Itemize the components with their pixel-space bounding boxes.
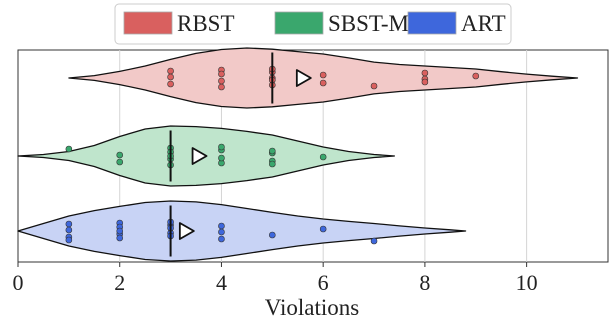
data-point [319,79,327,87]
data-point [116,227,124,235]
x-tick-label: 4 [216,270,227,295]
mean-marker [295,69,312,87]
data-point [65,226,73,234]
x-tick-label: 0 [13,270,24,295]
data-point [421,78,429,86]
data-point [218,143,225,151]
data-point [218,77,225,85]
x-tick-label: 10 [516,270,538,295]
x-tick-label: 2 [114,270,125,295]
data-point [167,67,174,75]
data-point [218,222,225,230]
data-point [319,71,327,79]
legend-label-rbst: RBST [177,11,235,36]
data-point [167,73,174,81]
x-tick-label: 8 [419,270,430,295]
legend-swatch-sbst-ml [274,11,324,35]
data-point [218,228,225,236]
mean-marker [178,222,195,240]
violin-group-art [17,200,467,262]
data-point [319,225,327,233]
data-point [65,145,73,153]
data-point [116,234,124,242]
data-point [370,82,378,90]
data-point [269,231,276,239]
plot-area [17,47,609,263]
data-point [269,160,276,168]
legend-swatch-rbst [123,11,173,35]
violin-group-rbst [68,47,579,109]
data-point [218,154,225,162]
data-point [65,236,73,244]
data-point [370,237,378,245]
mean-marker [191,147,208,165]
x-axis: 0 2 4 6 8 10 [13,262,538,295]
data-point [167,80,174,88]
x-axis-label: Violations [265,295,359,320]
violin-group-sbst-ml [17,125,396,187]
legend-label-art: ART [461,11,506,36]
data-point [116,151,124,159]
data-point [218,83,225,91]
data-point [269,147,276,155]
x-tick-label: 6 [318,270,329,295]
legend-swatch-art [407,11,457,35]
violin-body [17,200,467,262]
data-point [218,235,225,243]
data-point [65,220,73,228]
data-point [116,158,124,166]
legend-label-sbst-ml: SBST-ML [328,11,423,36]
data-point [421,69,429,77]
legend: RBST SBST-ML ART [114,3,512,45]
data-point [319,153,327,161]
data-point [472,72,480,80]
data-point [218,70,225,78]
